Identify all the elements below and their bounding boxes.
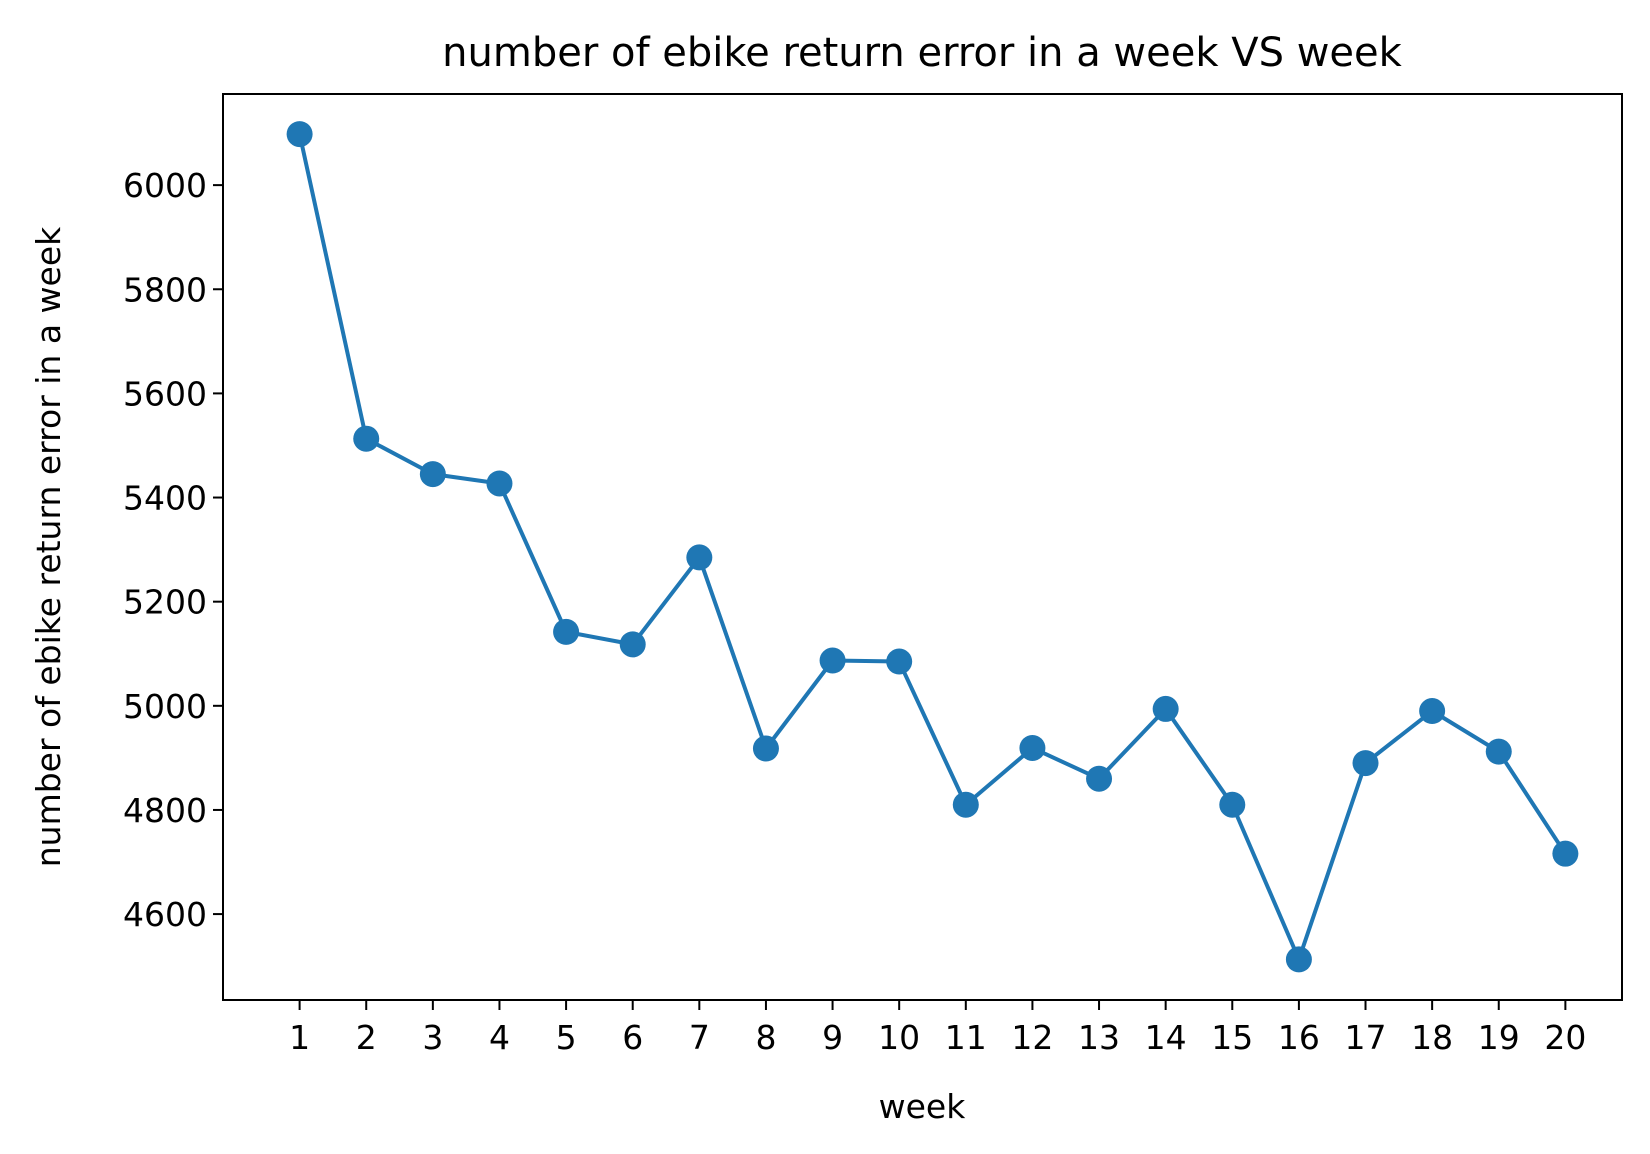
data-point [353, 425, 380, 452]
x-tick-label: 7 [689, 1018, 710, 1057]
x-tick-label: 5 [556, 1018, 577, 1057]
y-tick-label: 5000 [123, 687, 207, 726]
data-point [1219, 791, 1246, 818]
data-point [419, 461, 446, 488]
series-line [297, 133, 1568, 962]
data-point [686, 544, 713, 571]
x-tick-label: 13 [1078, 1018, 1120, 1057]
data-point [886, 648, 913, 675]
y-tick-label: 5800 [123, 270, 207, 309]
y-tick-label: 4600 [123, 895, 207, 934]
y-tick-label: 5400 [123, 479, 207, 518]
x-tick-label: 8 [755, 1018, 776, 1057]
data-point [486, 470, 513, 497]
data-point [1552, 840, 1579, 867]
y-axis-label: number of ebike return error in a week [29, 226, 68, 867]
data-point [1485, 738, 1512, 765]
data-point [1152, 695, 1179, 722]
chart-title: number of ebike return error in a week V… [442, 30, 1402, 76]
x-tick-label: 4 [489, 1018, 510, 1057]
data-point [819, 647, 846, 674]
data-point [752, 735, 779, 762]
y-tick-label: 6000 [123, 166, 207, 205]
data-point [1285, 946, 1312, 973]
y-tick-label: 5200 [123, 583, 207, 622]
x-tick-label: 14 [1145, 1018, 1187, 1057]
x-tick-label: 16 [1278, 1018, 1320, 1057]
y-tick-label: 4800 [123, 791, 207, 830]
data-point [1086, 765, 1113, 792]
axes-frame [222, 93, 1623, 1001]
data-point [1019, 734, 1046, 761]
data-point [1419, 698, 1446, 725]
x-tick-label: 17 [1345, 1018, 1387, 1057]
data-point [619, 631, 646, 658]
data-point [286, 121, 313, 148]
x-tick-label: 2 [356, 1018, 377, 1057]
x-tick-label: 6 [622, 1018, 643, 1057]
x-tick-label: 9 [822, 1018, 843, 1057]
data-point [952, 791, 979, 818]
x-tick-label: 10 [878, 1018, 920, 1057]
y-tick-label: 5600 [123, 374, 207, 413]
plot-area [286, 121, 1579, 973]
x-axis: 1 2 3 4 5 6 7 8 9 10 11 12 13 14 15 16 17 18 19 20 [289, 1000, 1586, 1057]
x-tick-label: 15 [1211, 1018, 1253, 1057]
data-point [553, 618, 580, 645]
x-tick-label: 20 [1544, 1018, 1586, 1057]
x-tick-label: 11 [945, 1018, 987, 1057]
x-tick-label: 1 [289, 1018, 310, 1057]
x-tick-label: 19 [1478, 1018, 1520, 1057]
x-tick-label: 12 [1011, 1018, 1053, 1057]
x-tick-label: 3 [422, 1018, 443, 1057]
x-axis-label: week [879, 1087, 967, 1126]
data-point [1352, 750, 1379, 777]
x-tick-label: 18 [1411, 1018, 1453, 1057]
y-axis: 4600 4800 5000 5200 5400 5600 5800 6000 [123, 166, 223, 934]
